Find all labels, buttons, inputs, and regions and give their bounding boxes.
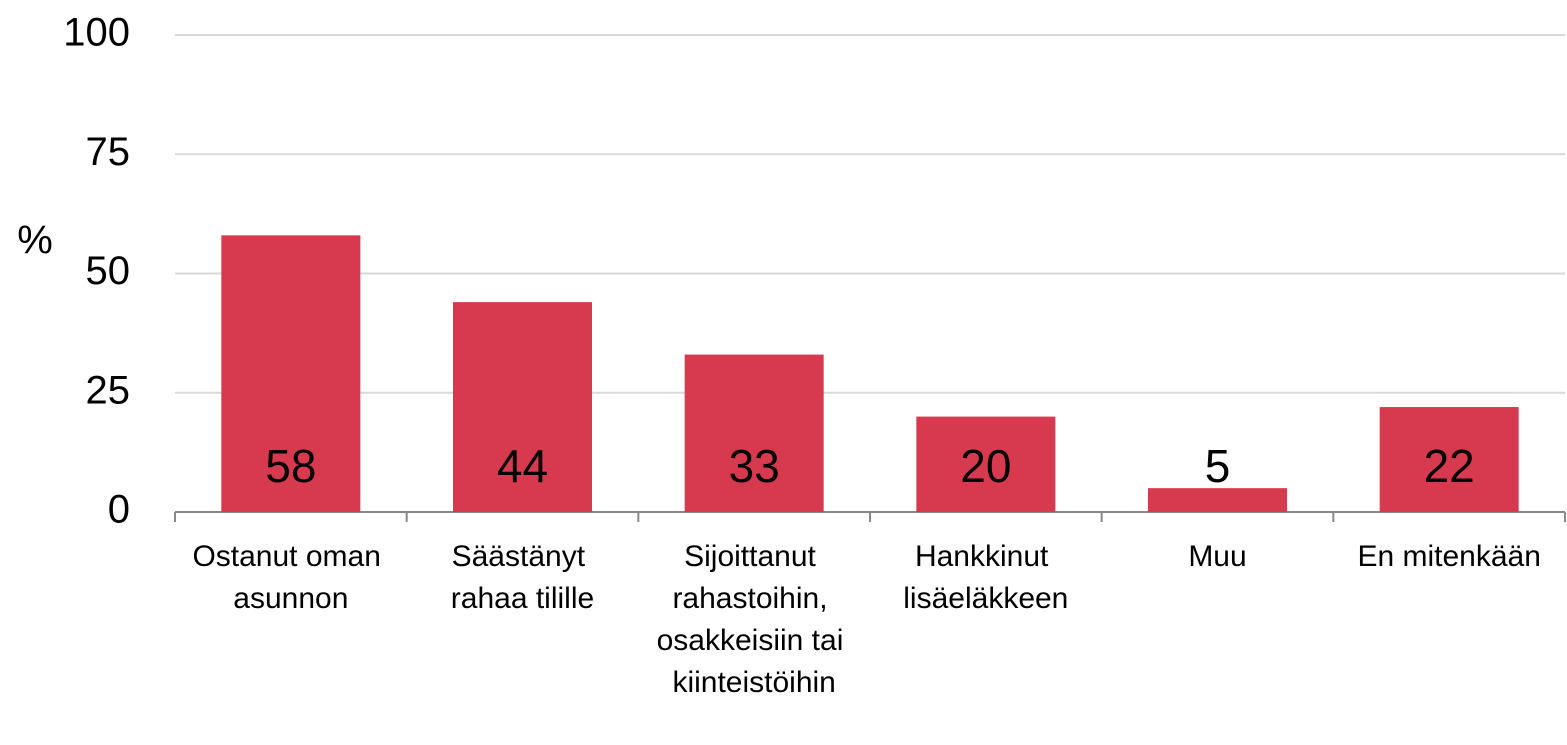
x-tick-label: Sijoittanut rahastoihin, osakkeisiin tai…	[657, 540, 852, 699]
bar	[916, 416, 1056, 512]
x-tick-label: Hankkinut lisäeläkkeen	[903, 540, 1068, 615]
value-label: 5	[1205, 440, 1231, 492]
bar	[221, 235, 361, 512]
x-tick-label-line: Ostanut oman	[192, 540, 389, 573]
x-tick-label-line: asunnon	[233, 582, 348, 615]
x-tick-label-line: Sijoittanut	[684, 540, 824, 573]
value-label: 33	[729, 440, 780, 492]
y-tick-label: 25	[86, 368, 131, 412]
x-tick-label: Ostanut oman asunnon	[192, 540, 389, 615]
x-tick-label: En mitenkään	[1357, 540, 1540, 573]
value-label: 22	[1424, 440, 1475, 492]
x-tick-label-line: Muu	[1188, 540, 1246, 573]
value-label: 20	[960, 440, 1011, 492]
value-label: 44	[497, 440, 548, 492]
x-tick-label-line: Hankkinut	[915, 540, 1057, 573]
x-tick-label-line: lisäeläkkeen	[903, 582, 1068, 615]
value-label: 58	[265, 440, 316, 492]
x-tick-label: Muu	[1188, 540, 1246, 573]
x-tick-label-line: rahastoihin,	[672, 582, 835, 615]
bar	[684, 354, 824, 512]
x-tick-label: Säästänyt rahaa tilille	[451, 540, 594, 615]
y-tick-label: 0	[108, 488, 130, 532]
y-tick-label: 50	[86, 249, 131, 293]
x-tick-label-line: kiinteistöihin	[672, 666, 835, 699]
x-tick-label-line: osakkeisiin tai	[657, 624, 852, 657]
y-tick-label: 100	[63, 11, 130, 55]
x-tick-label-line: En mitenkään	[1357, 540, 1540, 573]
x-tick-label-line: Säästänyt	[452, 540, 594, 573]
y-tick-label: 75	[86, 130, 131, 174]
bar	[453, 302, 592, 512]
bar	[1148, 488, 1287, 512]
y-axis-label: %	[17, 219, 53, 263]
x-tick-label-line: rahaa tilille	[451, 582, 594, 615]
bar	[1379, 407, 1519, 512]
